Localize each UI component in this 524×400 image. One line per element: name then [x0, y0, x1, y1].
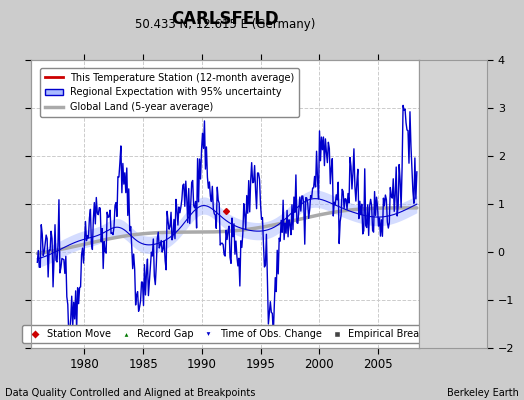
Text: Berkeley Earth: Berkeley Earth — [447, 388, 519, 398]
Text: CARLSFELD: CARLSFELD — [171, 10, 279, 28]
Legend: Station Move, Record Gap, Time of Obs. Change, Empirical Break: Station Move, Record Gap, Time of Obs. C… — [21, 325, 429, 343]
Text: Data Quality Controlled and Aligned at Breakpoints: Data Quality Controlled and Aligned at B… — [5, 388, 256, 398]
Text: 50.433 N, 12.615 E (Germany): 50.433 N, 12.615 E (Germany) — [135, 18, 315, 31]
